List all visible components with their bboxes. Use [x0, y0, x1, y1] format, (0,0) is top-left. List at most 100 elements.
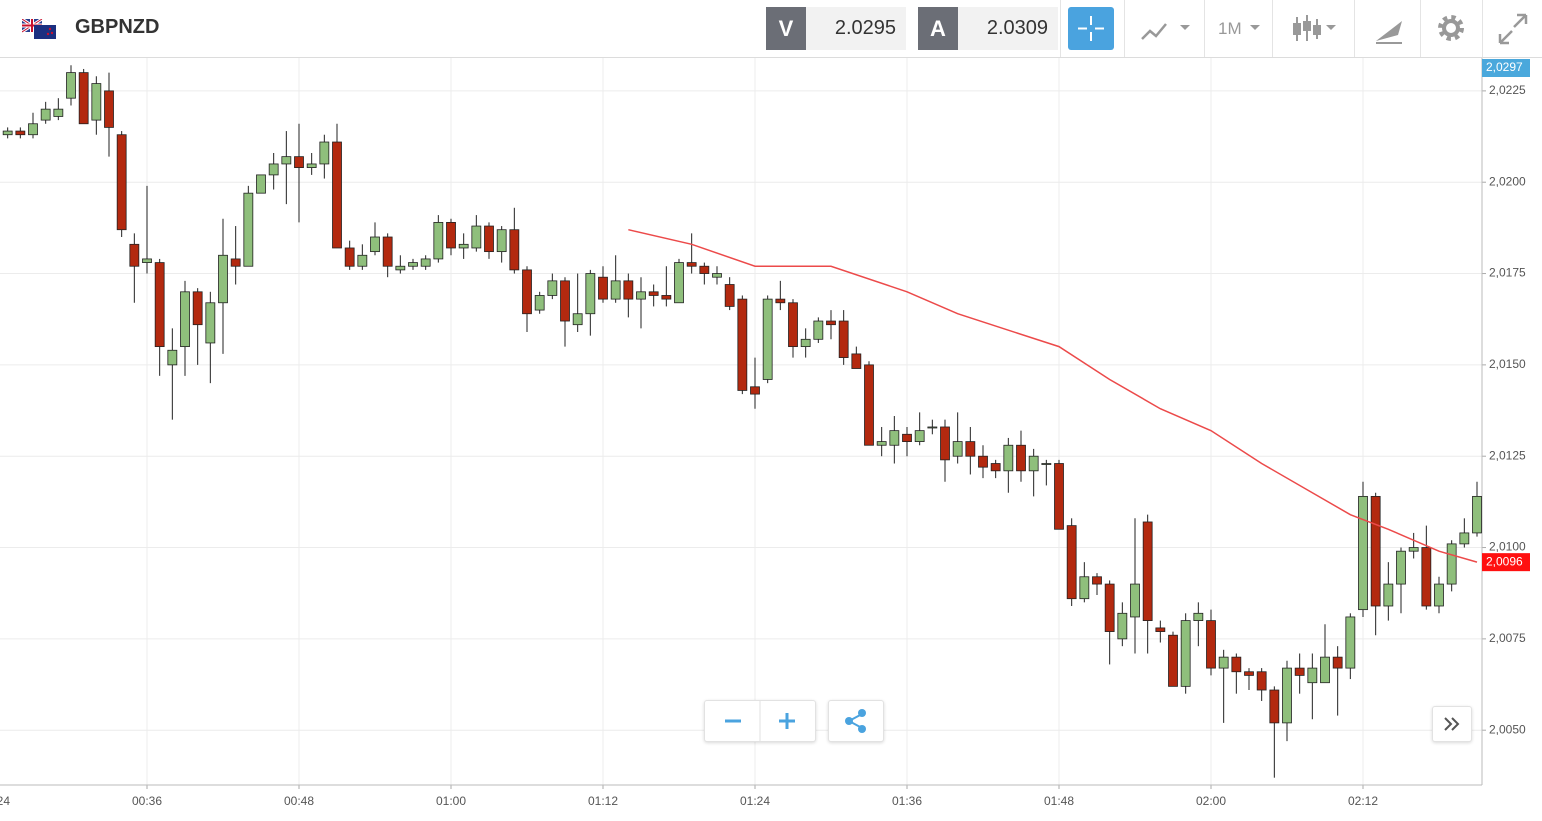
- moving-average: [628, 228, 1478, 563]
- candle-body: [990, 463, 1001, 472]
- candle-body: [1459, 532, 1470, 545]
- flag-icon: [22, 19, 56, 39]
- zoom-controls: [704, 700, 816, 742]
- separator: [1354, 0, 1355, 57]
- candle-body: [838, 320, 849, 358]
- candle-body: [1079, 576, 1090, 600]
- candle-body: [471, 225, 482, 249]
- x-tick-label: 01:12: [588, 794, 618, 808]
- candle-body: [1421, 547, 1432, 607]
- chart-type-button[interactable]: [1138, 7, 1198, 50]
- candle-body: [1218, 656, 1229, 669]
- share-icon: [845, 709, 866, 733]
- candle-body: [864, 364, 874, 446]
- y-tick-label: 2,0150: [1489, 357, 1526, 371]
- candle-body: [66, 72, 76, 99]
- crosshair-button[interactable]: [1068, 7, 1114, 50]
- candle-body: [1168, 634, 1178, 687]
- candle-body: [724, 284, 735, 307]
- ask-button[interactable]: A: [918, 7, 958, 50]
- candle-body: [192, 291, 203, 326]
- x-tick-label: 02:00: [1196, 794, 1226, 808]
- ask-price[interactable]: 2.0309: [958, 7, 1058, 50]
- candle-body: [1142, 521, 1153, 622]
- candle-body: [281, 156, 292, 165]
- symbol: GBPNZD: [75, 16, 160, 38]
- candle-body: [433, 221, 444, 260]
- candle-body: [1396, 550, 1406, 585]
- candle-body: [1117, 612, 1128, 640]
- candle-body: [978, 455, 988, 468]
- candle-body: [1320, 656, 1330, 684]
- separator: [1204, 0, 1205, 57]
- x-tick-label: 01:48: [1044, 794, 1074, 808]
- separator: [1420, 0, 1421, 57]
- share-button[interactable]: [828, 700, 884, 742]
- candle-style-button[interactable]: [1290, 7, 1342, 50]
- candle-body: [1307, 667, 1318, 684]
- settings-button[interactable]: [1434, 7, 1468, 50]
- candle-body: [382, 236, 393, 267]
- candle-body: [522, 269, 532, 315]
- scroll-right-button[interactable]: [1432, 706, 1472, 742]
- candle-body: [28, 123, 38, 136]
- candle-body: [230, 258, 241, 267]
- candle-body: [585, 273, 596, 315]
- candle-body: [1370, 495, 1381, 607]
- candle-body: [509, 229, 520, 271]
- separator: [1272, 0, 1273, 57]
- timeframe-button[interactable]: 1M: [1218, 19, 1242, 38]
- y-tick-label: 2,0225: [1489, 83, 1526, 97]
- bid-button[interactable]: V: [766, 7, 806, 50]
- draw-button[interactable]: [1372, 7, 1406, 50]
- candle-body: [1244, 671, 1254, 676]
- candle-body: [1446, 543, 1457, 585]
- candle-body: [876, 441, 887, 446]
- y-tick-label: 2,0050: [1489, 722, 1526, 736]
- fullscreen-button[interactable]: [1496, 7, 1530, 50]
- candle-body: [395, 265, 406, 271]
- candle-body: [1180, 620, 1191, 687]
- candle-body: [2, 130, 13, 136]
- y-tick-label: 2,0100: [1489, 540, 1526, 554]
- candle-body: [674, 262, 684, 304]
- candle-body: [737, 298, 748, 391]
- candle-body: [154, 262, 165, 348]
- candle-body: [484, 225, 494, 253]
- candle-body: [1016, 444, 1026, 472]
- x-tick-label: 00:36: [132, 794, 162, 808]
- candle-body: [940, 426, 950, 461]
- candle-body: [167, 349, 178, 366]
- candle-body: [661, 295, 672, 300]
- candle-body: [547, 280, 558, 296]
- candle-body: [762, 298, 773, 380]
- candle-body: [952, 441, 963, 457]
- x-tick-label: 00:48: [284, 794, 314, 808]
- candle-body: [104, 90, 114, 128]
- zoom-in-button[interactable]: [779, 713, 795, 729]
- separator: [1060, 0, 1061, 57]
- candle-body: [1066, 525, 1077, 600]
- candle-body: [889, 430, 900, 446]
- candle-body: [243, 192, 254, 267]
- x-tick-label: 02:12: [1348, 794, 1378, 808]
- candle-body: [686, 262, 697, 267]
- candle-body: [40, 108, 51, 121]
- candle-body: [180, 291, 190, 348]
- candle-body: [1028, 455, 1039, 472]
- candle-body: [1282, 667, 1292, 724]
- candle-body: [534, 295, 545, 311]
- candle-body: [91, 83, 102, 121]
- bid-price[interactable]: 2.0295: [806, 7, 906, 50]
- candle-body: [1206, 620, 1216, 669]
- candle-body: [15, 130, 26, 136]
- candle-body: [129, 243, 140, 267]
- timeframe-caret[interactable]: [1248, 7, 1264, 50]
- candle-body: [648, 291, 659, 296]
- candle-body: [927, 426, 938, 429]
- candle-body: [1231, 656, 1242, 673]
- price-marker: [1482, 59, 1530, 77]
- candle-body: [699, 265, 710, 274]
